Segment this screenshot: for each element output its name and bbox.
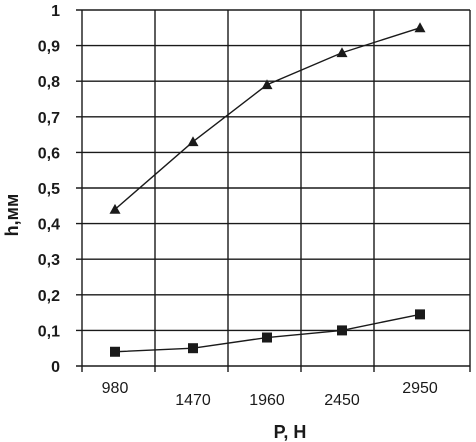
square-marker [188, 343, 198, 354]
y-tick-label: 0,3 [38, 252, 60, 269]
y-tick-label: 0,4 [38, 217, 60, 234]
triangle-marker [261, 79, 273, 90]
y-tick-label: 0,2 [38, 288, 60, 305]
triangle-marker [336, 47, 348, 58]
y-tick-label: 0,6 [38, 145, 60, 162]
x-tick-label: 2950 [402, 380, 438, 397]
triangle-marker [187, 136, 199, 147]
y-tick-label: 0,7 [38, 110, 60, 127]
y-tick-label: 0,5 [38, 181, 60, 198]
x-tick-label: 980 [102, 380, 129, 397]
x-tick-labels: 980 1470 1960 2450 2950 [102, 380, 438, 409]
y-tick-label: 0 [51, 359, 60, 376]
y-tick-label: 0,8 [38, 74, 60, 91]
square-marker [337, 325, 347, 336]
triangle-marker [109, 203, 121, 214]
grid [76, 9, 471, 372]
x-axis-label: P, H [274, 422, 307, 442]
triangle-marker [414, 22, 426, 33]
y-tick-label: 0,1 [38, 323, 60, 340]
x-tick-label: 1960 [249, 392, 285, 409]
y-tick-label: 1 [51, 3, 60, 20]
square-marker [262, 332, 272, 343]
y-tick-label: 0,9 [38, 39, 60, 56]
y-tick-labels: 0 0,1 0,2 0,3 0,4 0,5 0,6 0,7 0,8 0,9 1 [38, 3, 60, 376]
x-tick-label: 2450 [324, 392, 360, 409]
x-tick-label: 1470 [175, 392, 211, 409]
y-axis-label: h,мм [2, 194, 22, 237]
square-marker [415, 309, 425, 320]
square-marker [110, 346, 120, 357]
series-layer [109, 22, 426, 357]
